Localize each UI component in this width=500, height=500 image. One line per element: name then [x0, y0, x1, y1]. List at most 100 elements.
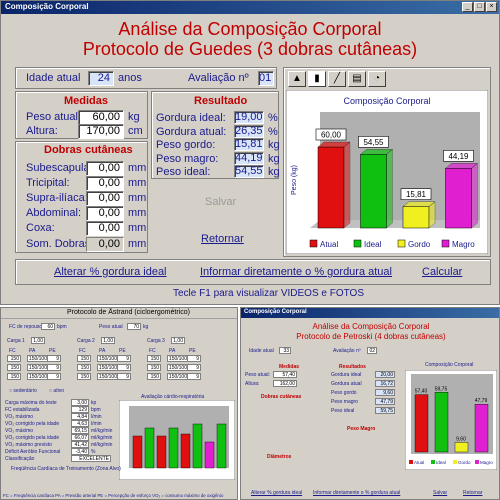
astrand-output-unit: l/min	[91, 414, 102, 420]
retornar-button[interactable]: Retornar	[201, 233, 244, 245]
tabela-cell[interactable]: 9	[117, 373, 131, 380]
tabela-cell[interactable]: 150	[147, 364, 161, 371]
tabela-cell[interactable]: 9	[117, 355, 131, 362]
resultado-panel: Resultado Gordura ideal: 19,00% Gordura at…	[151, 91, 280, 179]
value-label: 44,19	[448, 152, 469, 161]
petroski-chart: 57,40 59,75 9,60 47,79 Atual Ideal Gordo Magro	[405, 370, 497, 470]
legend-swatch	[441, 239, 450, 248]
tabela-cell[interactable]: 150	[7, 355, 21, 362]
tabela-cell[interactable]: 150/100	[27, 373, 49, 380]
idade-field[interactable]: 24	[88, 71, 114, 86]
dobra-field[interactable]: 0,00	[86, 221, 124, 236]
peso-label: Peso atual:	[26, 111, 82, 123]
petroski-informar-button[interactable]: Informar diretamente o % gordura atual	[313, 490, 401, 496]
close-icon[interactable]: ×	[486, 2, 497, 12]
petroski-chart-title: Composição Corporal	[425, 362, 474, 368]
tabela-cell[interactable]: 150	[147, 355, 161, 362]
petroski-retornar-button[interactable]: Retornar	[463, 490, 483, 496]
petroski-resultado-label: Peso gordo	[331, 390, 357, 396]
dobra-field[interactable]: 0,00	[86, 206, 124, 221]
resultado-label: Gordura atual:	[156, 125, 227, 138]
astrand-peso-field[interactable]: 70	[127, 323, 141, 330]
astrand-output-unit: ml/kg/min	[91, 442, 113, 448]
tabela-cell[interactable]: 150	[7, 373, 21, 380]
soma-dobras-field: 0,00	[86, 237, 124, 252]
tabela-cell[interactable]: 150/100	[97, 364, 119, 371]
tabela-cell[interactable]: 150/100	[167, 373, 189, 380]
carga-field[interactable]: 1,00	[171, 337, 185, 344]
salvar-button[interactable]: Salvar	[205, 196, 237, 208]
line-chart-icon[interactable]: ╱	[328, 71, 346, 87]
avaliacao-field[interactable]: 01	[258, 71, 274, 86]
legend-label: Gordo	[408, 240, 431, 249]
bar-chart-icon[interactable]: ▮	[308, 71, 326, 87]
area-chart-icon[interactable]: ▲	[288, 71, 306, 87]
bar-side	[471, 162, 478, 229]
astrand-bar	[180, 433, 191, 469]
tabela-cell[interactable]: 150	[147, 373, 161, 380]
astrand-output-field: -3,40	[71, 448, 89, 455]
tabela-cell[interactable]: 150/100	[27, 364, 49, 371]
sexo-option[interactable]: ○ sedentário	[9, 388, 37, 394]
informar-gordura-button[interactable]: Informar diretamente o % gordura atual	[200, 266, 392, 278]
sexo-option[interactable]: ○ ativo	[49, 388, 64, 394]
petroski-peso-magro-title: Peso Magro	[347, 426, 376, 432]
petroski-alterar-button[interactable]: Alterar % gordura ideal	[251, 490, 303, 496]
petroski-idade-field[interactable]: 33	[279, 347, 291, 354]
tabela-cell[interactable]: 9	[117, 364, 131, 371]
tabela-cell[interactable]: 150	[77, 373, 91, 380]
bar-side	[386, 148, 393, 229]
header-line2: Protocolo de Guedes (3 dobras cutâneas)	[82, 39, 418, 59]
astrand-output-label: VO₂ máximo previsto	[5, 442, 52, 448]
minimize-icon[interactable]: _	[462, 2, 473, 12]
value-label-box	[358, 136, 389, 148]
tabela-cell[interactable]: 150	[77, 364, 91, 371]
astrand-legend-text: FC = Freqüência cardíaca PA = Pressão ar…	[3, 493, 224, 498]
peso-field[interactable]: 60,00	[78, 110, 124, 125]
petroski-medidas-title: Medidas	[279, 364, 300, 370]
resultado-field: 44,19	[234, 151, 264, 165]
petroski-avaliacao-field[interactable]: 02	[367, 347, 377, 354]
petroski-window-title: Composição Corporal	[244, 309, 307, 315]
dobra-field[interactable]: 0,00	[86, 191, 124, 206]
petroski-bar	[434, 392, 449, 453]
petroski-peso-field[interactable]: 57,40	[273, 371, 297, 378]
tabela-cell[interactable]: 9	[187, 373, 201, 380]
legend-swatch	[397, 239, 406, 248]
legend-label: Atual	[320, 240, 338, 249]
tabela-cell[interactable]: 150	[77, 355, 91, 362]
stacked-chart-icon[interactable]: ▤	[348, 71, 366, 87]
tabela-cell[interactable]: 9	[47, 355, 61, 362]
dobra-field[interactable]: 0,00	[86, 176, 124, 191]
tabela-cell[interactable]: 150/100	[167, 364, 189, 371]
bar-side	[428, 201, 436, 229]
fc-repouso-field[interactable]: 60	[41, 323, 55, 330]
altura-field[interactable]: 170,00	[78, 124, 124, 139]
avaliacao-label: Avaliação nº	[188, 72, 249, 84]
tabela-cell[interactable]: 9	[47, 373, 61, 380]
maximize-icon[interactable]: □	[474, 2, 485, 12]
petroski-legend-swatch	[409, 460, 413, 464]
tabela-cell[interactable]: 150/100	[97, 373, 119, 380]
petroski-altura-field[interactable]: 162,00	[273, 380, 297, 387]
carga-field[interactable]: 1,00	[101, 337, 115, 344]
tabela-cell[interactable]: 150/100	[97, 355, 119, 362]
astrand-output-unit: kp	[91, 400, 97, 406]
tabela-cell[interactable]: 9	[187, 355, 201, 362]
astrand-output-unit: ml/kg/min	[91, 428, 113, 434]
tabela-cell[interactable]: 9	[47, 364, 61, 371]
chart-floor	[310, 220, 480, 228]
alterar-gordura-button[interactable]: Alterar % gordura ideal	[54, 266, 167, 278]
tabela-cell[interactable]: 150	[7, 364, 21, 371]
pie-chart-icon[interactable]: ◔	[368, 71, 386, 87]
tabela-cell[interactable]: 150/100	[167, 355, 189, 362]
dobra-field[interactable]: 0,00	[86, 161, 124, 176]
petroski-legend-swatch	[431, 460, 435, 464]
petroski-avaliacao-label: Avaliação nº	[333, 348, 361, 354]
petroski-salvar-button[interactable]: Salvar	[433, 490, 448, 496]
calcular-button[interactable]: Calcular	[422, 266, 463, 278]
tabela-cell[interactable]: 150/100	[27, 355, 49, 362]
carga-field[interactable]: 1,00	[31, 337, 45, 344]
tabela-cell[interactable]: 9	[187, 364, 201, 371]
astrand-output-field: 69,15	[71, 427, 89, 434]
